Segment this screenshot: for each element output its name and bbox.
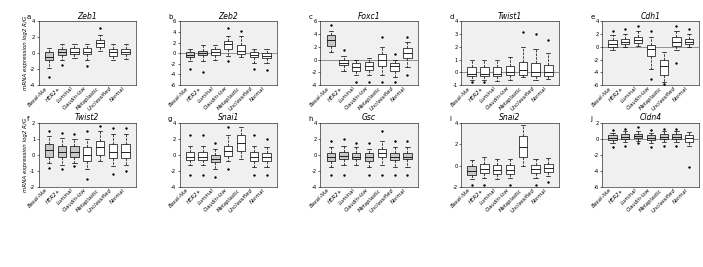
PathPatch shape (365, 62, 373, 70)
PathPatch shape (352, 154, 361, 159)
PathPatch shape (531, 63, 540, 76)
Title: Foxc1: Foxc1 (358, 11, 380, 21)
PathPatch shape (480, 67, 489, 76)
PathPatch shape (237, 45, 245, 54)
PathPatch shape (70, 48, 79, 54)
PathPatch shape (327, 154, 335, 161)
PathPatch shape (672, 134, 681, 139)
PathPatch shape (109, 49, 117, 56)
PathPatch shape (467, 166, 476, 175)
PathPatch shape (96, 40, 104, 47)
PathPatch shape (211, 49, 219, 55)
PathPatch shape (404, 48, 411, 58)
Title: Cdh1: Cdh1 (641, 11, 661, 21)
Text: j: j (591, 116, 593, 121)
PathPatch shape (352, 63, 361, 71)
PathPatch shape (519, 136, 527, 157)
Text: i: i (450, 116, 452, 121)
PathPatch shape (493, 165, 501, 174)
Title: Cldn4: Cldn4 (640, 113, 662, 123)
PathPatch shape (390, 153, 399, 160)
PathPatch shape (672, 37, 681, 46)
PathPatch shape (83, 147, 91, 162)
PathPatch shape (506, 66, 514, 75)
PathPatch shape (544, 65, 553, 76)
PathPatch shape (262, 153, 271, 162)
PathPatch shape (634, 37, 643, 43)
PathPatch shape (493, 67, 501, 76)
PathPatch shape (70, 146, 79, 157)
PathPatch shape (109, 144, 117, 158)
PathPatch shape (621, 134, 629, 139)
PathPatch shape (58, 49, 66, 55)
PathPatch shape (480, 164, 489, 173)
Title: Gsc: Gsc (362, 113, 376, 123)
PathPatch shape (659, 134, 668, 139)
PathPatch shape (224, 146, 232, 156)
Text: f: f (27, 116, 30, 121)
PathPatch shape (340, 152, 348, 159)
PathPatch shape (250, 52, 258, 57)
PathPatch shape (122, 49, 130, 54)
PathPatch shape (467, 67, 476, 76)
PathPatch shape (45, 52, 53, 60)
PathPatch shape (327, 35, 335, 46)
Y-axis label: mRNA expression log2 R/G: mRNA expression log2 R/G (23, 16, 28, 90)
PathPatch shape (685, 135, 693, 142)
Text: h: h (309, 116, 314, 121)
PathPatch shape (122, 144, 130, 158)
PathPatch shape (262, 53, 271, 58)
PathPatch shape (647, 45, 655, 56)
PathPatch shape (608, 135, 617, 140)
PathPatch shape (608, 41, 617, 47)
Text: c: c (309, 14, 313, 20)
PathPatch shape (45, 144, 53, 157)
Title: Zeb1: Zeb1 (77, 11, 97, 21)
PathPatch shape (659, 60, 668, 76)
PathPatch shape (58, 146, 66, 157)
PathPatch shape (83, 48, 91, 54)
PathPatch shape (365, 154, 373, 161)
PathPatch shape (224, 41, 232, 49)
PathPatch shape (186, 152, 194, 160)
PathPatch shape (378, 149, 386, 157)
PathPatch shape (531, 165, 540, 173)
PathPatch shape (211, 155, 219, 162)
Text: d: d (450, 14, 454, 20)
Text: e: e (591, 14, 595, 20)
Title: Snai1: Snai1 (217, 113, 239, 123)
PathPatch shape (198, 50, 207, 55)
PathPatch shape (390, 63, 399, 71)
PathPatch shape (647, 135, 655, 140)
PathPatch shape (250, 152, 258, 161)
PathPatch shape (544, 164, 553, 172)
Title: Snai2: Snai2 (499, 113, 521, 123)
Y-axis label: mRNA expression log2 R/G: mRNA expression log2 R/G (23, 118, 28, 192)
PathPatch shape (621, 39, 629, 44)
Text: a: a (27, 14, 31, 20)
PathPatch shape (404, 153, 411, 159)
Title: Zeb2: Zeb2 (219, 11, 238, 21)
PathPatch shape (685, 39, 693, 44)
Title: Twist2: Twist2 (75, 113, 99, 123)
PathPatch shape (237, 135, 245, 151)
PathPatch shape (634, 134, 643, 138)
PathPatch shape (198, 152, 207, 160)
PathPatch shape (340, 60, 348, 65)
PathPatch shape (519, 62, 527, 75)
PathPatch shape (506, 165, 514, 174)
Text: g: g (168, 116, 172, 121)
PathPatch shape (378, 54, 386, 66)
PathPatch shape (96, 141, 104, 155)
Text: b: b (168, 14, 172, 20)
Title: Twist1: Twist1 (498, 11, 522, 21)
PathPatch shape (186, 52, 194, 57)
